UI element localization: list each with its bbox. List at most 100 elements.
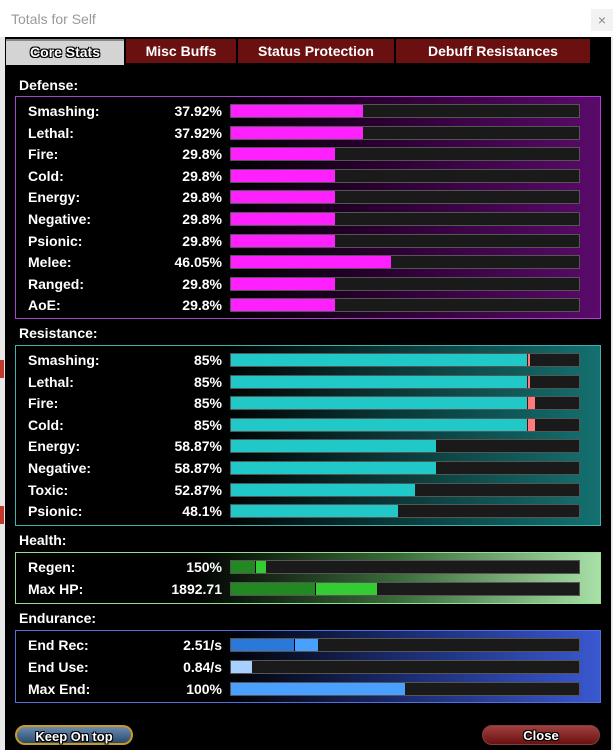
- resistance-bar: [230, 439, 580, 454]
- defense-stat-label: Energy:: [28, 189, 81, 206]
- resistance-overcap-fill: [528, 418, 535, 431]
- resistance-overcap-fill: [528, 397, 535, 410]
- defense-row: AoE: 29.8%: [16, 294, 600, 316]
- resistance-stat-value: 58.87%: [174, 460, 222, 476]
- defense-bar-fill: [231, 234, 335, 247]
- endurance-bar-bonus-fill: [231, 661, 252, 673]
- keep-on-top-button[interactable]: Keep On top: [15, 725, 133, 745]
- resistance-bar: [230, 461, 580, 475]
- health-label: Health:: [19, 532, 67, 548]
- resistance-bar: [230, 374, 580, 389]
- resistance-row: Fire: 85%: [16, 392, 600, 414]
- defense-row: Energy: 29.8%: [16, 186, 600, 208]
- resistance-stat-label: Fire:: [28, 395, 59, 412]
- close-icon[interactable]: ×: [591, 9, 613, 31]
- resistance-bar-fill: [231, 418, 527, 431]
- defense-stat-value: 37.92%: [174, 124, 222, 141]
- endurance-row: End Rec: 2.51/s: [16, 634, 600, 656]
- defense-stat-value: 29.8%: [182, 297, 222, 314]
- endurance-stat-value: 2.51/s: [183, 637, 222, 653]
- endurance-stat-label: Max End:: [28, 681, 91, 697]
- resistance-stat-value: 85%: [193, 416, 222, 433]
- health-bar-divider: [315, 583, 316, 595]
- resistance-row: Cold: 85%: [16, 414, 600, 436]
- tab-misc-buffs[interactable]: Misc Buffs: [126, 39, 236, 63]
- health-stat-value: 150%: [186, 559, 222, 575]
- defense-bar-fill: [231, 169, 335, 182]
- resistance-stat-label: Negative:: [28, 460, 92, 476]
- defense-stat-label: Ranged:: [28, 275, 84, 292]
- endurance-stat-label: End Use:: [28, 659, 89, 675]
- health-bar-base-fill: [231, 583, 315, 595]
- defense-stat-label: Fire:: [28, 146, 59, 163]
- close-button[interactable]: Close: [482, 725, 600, 745]
- defense-bar-fill: [231, 299, 335, 312]
- tab-debuff-resistances[interactable]: Debuff Resistances: [396, 39, 590, 63]
- endurance-bar-divider: [294, 639, 295, 651]
- endurance-stat-label: End Rec:: [28, 637, 89, 653]
- defense-panel: Smashing: 37.92% Lethal: 37.92% Fire: 29.8% Co…: [15, 96, 601, 319]
- defense-stat-value: 29.8%: [182, 189, 222, 206]
- right-window-edge: [611, 37, 613, 750]
- resistance-stat-label: Energy:: [28, 438, 81, 455]
- defense-bar-fill: [231, 213, 335, 225]
- resistance-bar-fill: [231, 462, 436, 474]
- resistance-stat-value: 85%: [193, 395, 222, 412]
- defense-bar-fill: [231, 105, 363, 117]
- resistance-bar: [230, 396, 580, 411]
- defense-stat-label: Lethal:: [28, 124, 74, 141]
- resistance-row: Lethal: 85%: [16, 371, 600, 393]
- health-stat-label: Regen:: [28, 559, 76, 575]
- resistance-stat-value: 52.87%: [174, 481, 222, 498]
- defense-row: Melee: 46.05%: [16, 251, 600, 273]
- defense-bar: [230, 125, 580, 140]
- resistance-bar: [230, 417, 580, 432]
- endurance-panel: End Rec: 2.51/s End Use: 0.84/s Max End: 100%: [15, 630, 601, 703]
- health-bar: [230, 560, 580, 574]
- defense-stat-value: 29.8%: [182, 146, 222, 163]
- resistance-stat-label: Cold:: [28, 416, 64, 433]
- resistance-bar-fill: [231, 375, 527, 388]
- window-title: Totals for Self: [11, 11, 96, 27]
- defense-bar-fill: [231, 126, 363, 139]
- endurance-bar-base-fill: [231, 639, 294, 651]
- resistance-overcap-fill: [528, 354, 530, 366]
- resistance-stat-label: Psionic:: [28, 503, 83, 520]
- left-window-edge: [0, 37, 5, 750]
- health-bar: [230, 582, 580, 596]
- defense-row: Fire: 29.8%: [16, 143, 600, 165]
- edge-marker: [0, 506, 4, 524]
- resistance-stat-value: 85%: [193, 352, 222, 368]
- resistance-bar: [230, 482, 580, 497]
- defense-row: Lethal: 37.92%: [16, 122, 600, 144]
- title-bar: Totals for Self ×: [0, 0, 613, 37]
- defense-bar-fill: [231, 191, 335, 204]
- defense-stat-value: 37.92%: [174, 103, 222, 119]
- resistance-row: Toxic: 52.87%: [16, 479, 600, 501]
- endurance-bar-bonus-fill: [231, 683, 405, 695]
- defense-bar: [230, 190, 580, 205]
- defense-row: Cold: 29.8%: [16, 165, 600, 187]
- endurance-row: End Use: 0.84/s: [16, 656, 600, 678]
- defense-stat-value: 29.8%: [182, 232, 222, 249]
- health-bar-bonus-fill: [315, 583, 377, 595]
- endurance-bar: [230, 638, 580, 652]
- tab-bar: Core Stats Misc Buffs Status Protection …: [5, 37, 611, 65]
- defense-stat-label: Psionic:: [28, 232, 83, 249]
- defense-row: Smashing: 37.92%: [16, 100, 600, 122]
- tab-status-protection[interactable]: Status Protection: [238, 39, 394, 63]
- health-row: Regen: 150%: [16, 556, 600, 578]
- endurance-bar: [230, 682, 580, 696]
- defense-stat-value: 29.8%: [182, 211, 222, 227]
- defense-bar: [230, 276, 580, 291]
- defense-bar-fill: [231, 148, 335, 161]
- resistance-stat-label: Toxic:: [28, 481, 69, 498]
- defense-bar: [230, 104, 580, 118]
- defense-stat-label: Smashing:: [28, 103, 100, 119]
- resistance-stat-value: 58.87%: [174, 438, 222, 455]
- defense-bar-fill: [231, 277, 335, 290]
- health-stat-value: 1892.71: [171, 581, 222, 597]
- tab-core-stats[interactable]: Core Stats: [6, 39, 124, 65]
- defense-bar: [230, 298, 580, 313]
- defense-label: Defense:: [19, 77, 79, 93]
